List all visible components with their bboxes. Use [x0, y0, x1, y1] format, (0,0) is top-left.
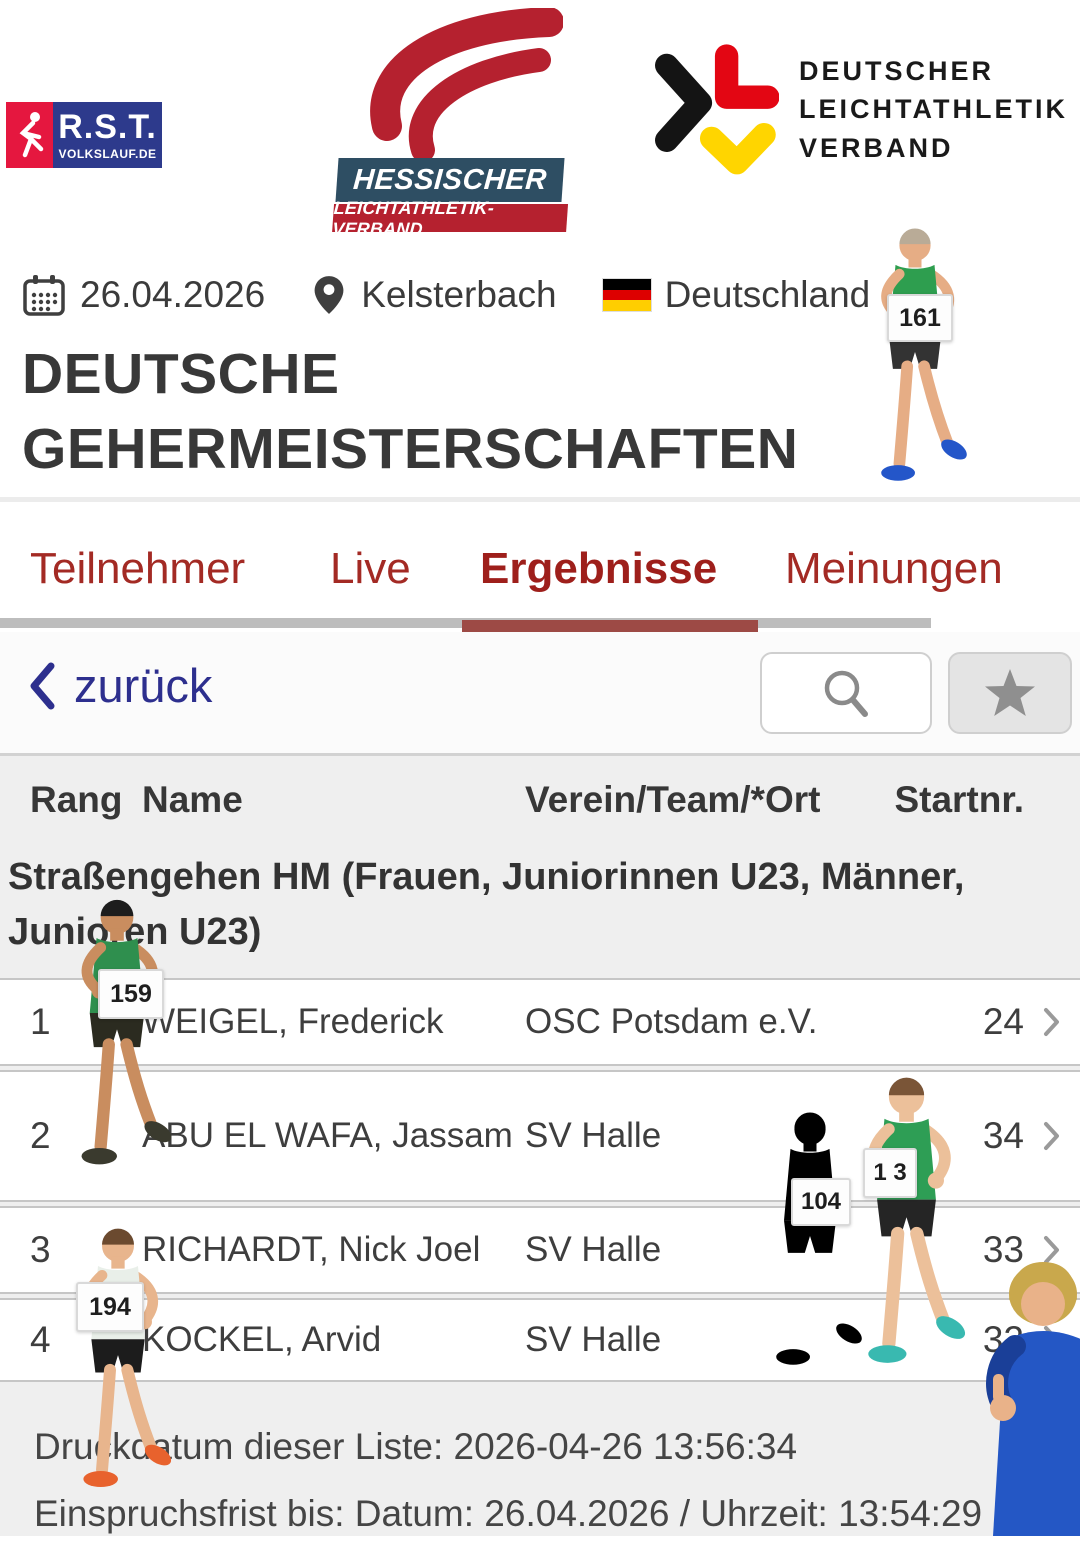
- print-info: Druckdatum dieser Liste: 2026-04-26 13:5…: [34, 1414, 1080, 1547]
- row-name: WEIGEL, Frederick: [142, 1002, 444, 1042]
- dlv-logo-line2: LEICHTATHLETIK: [799, 94, 1068, 125]
- germany-flag-icon: [602, 279, 651, 312]
- dlv-mark-icon: [655, 44, 780, 175]
- hessischer-verband-logo[interactable]: HESSISCHER LEICHTATHLETIK-VERBAND: [332, 6, 569, 239]
- rst-logo-subtitle: VOLKSLAUF.DE: [58, 146, 157, 161]
- row-name: ABU EL WAFA, Jassam: [142, 1116, 513, 1156]
- tab-meinungen[interactable]: Meinungen: [785, 544, 1003, 593]
- row-bib: 32: [982, 1319, 1024, 1361]
- result-row-2[interactable]: 2 ABU EL WAFA, Jassam SV Halle 34: [0, 1070, 1080, 1203]
- row-chevron-icon: [1044, 1008, 1059, 1037]
- objection-deadline-line: Einspruchsfrist bis: Datum: 26.04.2026 /…: [34, 1492, 983, 1534]
- dlv-logo[interactable]: DEUTSCHER LEICHTATHLETIK VERBAND: [648, 40, 1068, 200]
- rst-volkslauf-logo[interactable]: R.S.T. VOLKSLAUF.DE: [6, 102, 162, 168]
- tab-bar: Teilnehmer Live Ergebnisse Meinungen: [0, 502, 1080, 632]
- toolbar: zurück: [0, 632, 1080, 756]
- header-rank: Rang: [30, 779, 123, 820]
- section-divider: [0, 497, 1080, 502]
- result-row-4[interactable]: 4 KOCKEL, Arvid SV Halle 32: [0, 1298, 1080, 1383]
- dlv-logo-line3: VERBAND: [799, 132, 954, 163]
- tab-teilnehmer[interactable]: Teilnehmer: [30, 544, 246, 593]
- row-rank: 2: [30, 1115, 51, 1157]
- row-bib: 24: [982, 1001, 1024, 1043]
- row-rank: 4: [30, 1319, 51, 1361]
- event-info-section: 26.04.2026 Kelsterbach Deutschland DEUTS…: [0, 232, 1080, 497]
- row-rank: 3: [30, 1229, 51, 1271]
- header-club: Verein/Team/*Ort: [525, 779, 821, 820]
- back-button-label: zurück: [74, 659, 213, 712]
- search-button[interactable]: [760, 652, 932, 734]
- dlv-logo-line1: DEUTSCHER: [799, 56, 995, 86]
- row-club: SV Halle: [525, 1116, 662, 1156]
- event-meta-row: 26.04.2026 Kelsterbach Deutschland: [22, 272, 870, 318]
- table-header-row: Rang Name Verein/Team/*Ort Startnr.: [0, 756, 1080, 844]
- result-row-3[interactable]: 3 RICHARDT, Nick Joel SV Halle 33: [0, 1206, 1080, 1295]
- tab-live[interactable]: Live: [330, 544, 411, 593]
- print-date-line: Druckdatum dieser Liste: 2026-04-26 13:5…: [34, 1426, 798, 1468]
- row-name: KOCKEL, Arvid: [142, 1320, 382, 1360]
- result-row-1[interactable]: 1 WEIGEL, Frederick OSC Potsdam e.V. 24: [0, 978, 1080, 1067]
- row-club: OSC Potsdam e.V.: [525, 1002, 818, 1042]
- discipline-section-title: Straßengehen HM (Frauen, Juniorinnen U23…: [8, 856, 965, 954]
- row-rank: 1: [30, 1001, 51, 1043]
- hlv-logo-title: HESSISCHER: [335, 158, 565, 202]
- event-date: 26.04.2026: [80, 274, 266, 315]
- location-pin-icon: [314, 276, 344, 314]
- header-bib: Startnr.: [894, 779, 1024, 820]
- results-table: Rang Name Verein/Team/*Ort Startnr. Stra…: [0, 756, 1080, 1536]
- row-chevron-icon: [1044, 1236, 1059, 1265]
- row-club: SV Halle: [525, 1230, 662, 1270]
- event-country: Deutschland: [664, 274, 871, 315]
- header-name: Name: [142, 779, 243, 820]
- row-bib: 33: [982, 1229, 1024, 1271]
- page-title-line2: GEHERMEISTERSCHAFTEN: [22, 417, 799, 482]
- calendar-icon: [23, 275, 65, 316]
- row-club: SV Halle: [525, 1320, 662, 1360]
- star-icon: [985, 669, 1035, 716]
- row-chevron-icon: [1044, 1326, 1059, 1355]
- tab-ergebnisse[interactable]: Ergebnisse: [480, 544, 718, 593]
- row-bib: 34: [982, 1115, 1024, 1157]
- active-tab-underline: [462, 620, 758, 632]
- back-chevron-icon: [30, 662, 55, 709]
- page-title-line1: DEUTSCHE: [22, 342, 340, 406]
- rst-logo-title: R.S.T.: [58, 107, 157, 146]
- hlv-swoosh-icon: [370, 8, 563, 158]
- event-location: Kelsterbach: [361, 274, 557, 315]
- rst-runner-icon: [6, 102, 53, 168]
- search-icon: [824, 670, 868, 717]
- header: R.S.T. VOLKSLAUF.DE HESSISCHER LEICHTATH…: [0, 0, 1080, 239]
- favorite-button[interactable]: [948, 652, 1072, 734]
- back-button[interactable]: zurück: [28, 658, 212, 713]
- page-title: DEUTSCHE GEHERMEISTERSCHAFTEN: [22, 337, 798, 487]
- row-name: RICHARDT, Nick Joel: [142, 1230, 481, 1270]
- hlv-logo-subtitle: LEICHTATHLETIK-VERBAND: [332, 198, 569, 239]
- row-chevron-icon: [1044, 1122, 1059, 1151]
